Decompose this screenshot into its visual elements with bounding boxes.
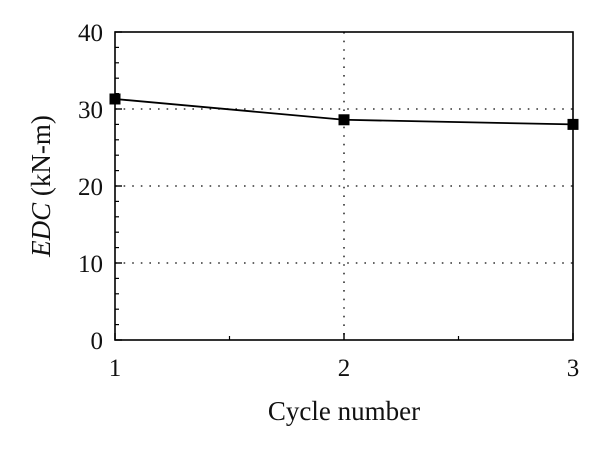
y-tick-label: 30: [78, 97, 103, 124]
series-group: [109, 93, 579, 130]
x-axis-label: Cycle number: [268, 396, 420, 426]
x-tick-label: 3: [567, 355, 580, 382]
data-point: [338, 114, 350, 126]
y-axis-label-italic: EDC: [26, 202, 56, 258]
x-tick-labels: 1 2 3: [109, 355, 580, 382]
y-tick-labels: 0 10 20 30 40: [78, 20, 103, 355]
y-tick-label: 10: [78, 251, 103, 278]
data-point: [567, 118, 579, 130]
plot-frame: [114, 31, 574, 341]
grid-lines: [115, 32, 573, 340]
data-point: [109, 93, 121, 105]
y-axis-label: EDC (kN-m): [26, 115, 56, 258]
x-tick-label: 1: [109, 355, 122, 382]
x-tick-label: 2: [338, 355, 351, 382]
y-tick-label: 20: [78, 174, 103, 201]
y-tick-label: 40: [78, 20, 103, 47]
axis-ticks: [114, 31, 574, 341]
y-tick-label: 0: [91, 328, 104, 355]
y-axis-label-unit: (kN-m): [26, 115, 56, 203]
